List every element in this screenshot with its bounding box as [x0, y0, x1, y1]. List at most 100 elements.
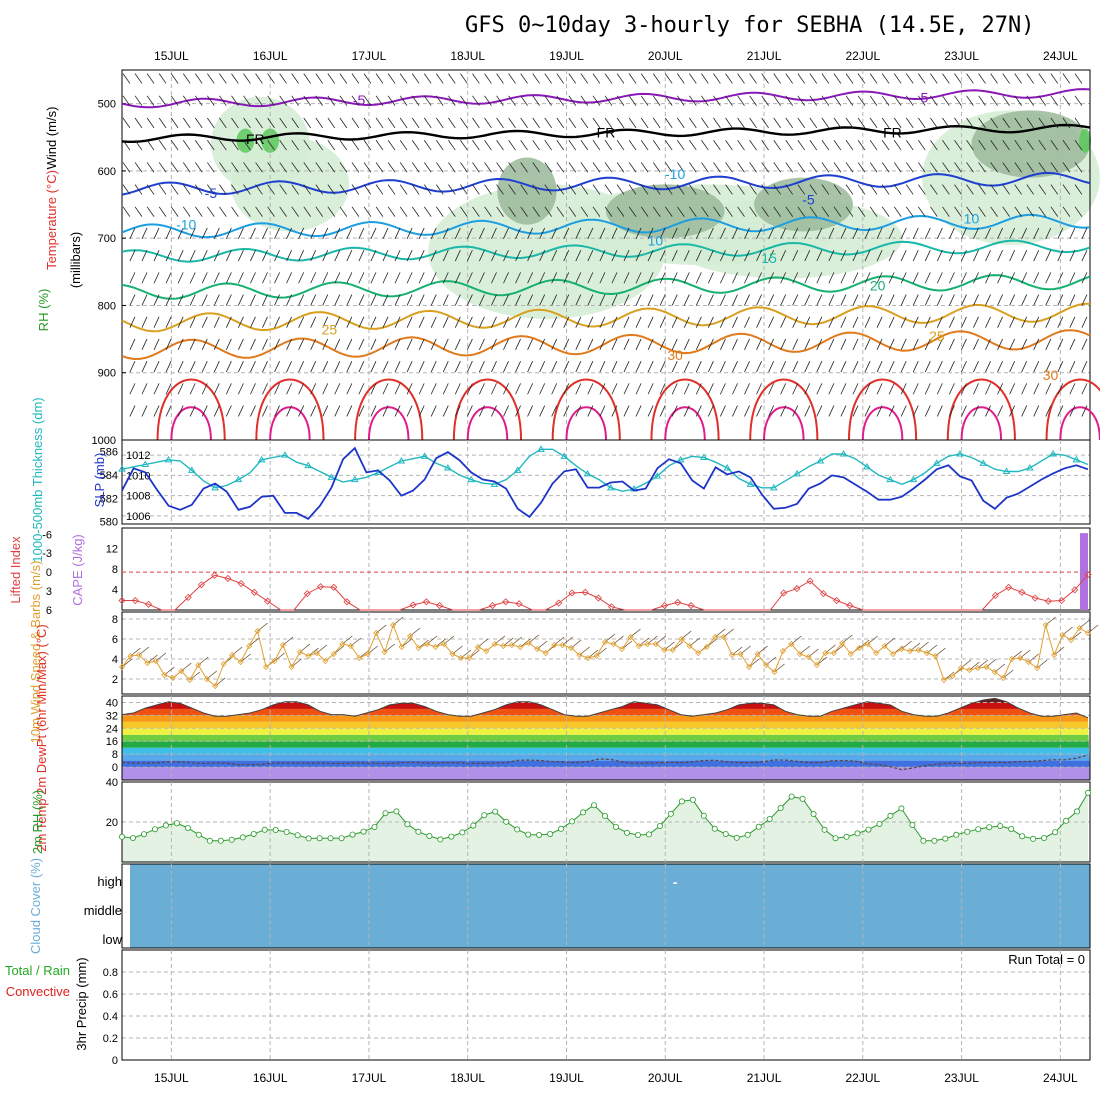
wind10m-point [322, 657, 329, 665]
wind10m-point [313, 649, 320, 657]
wind-barb [129, 250, 136, 262]
wind-barb [406, 405, 413, 417]
wind-barb [978, 95, 986, 106]
wind-barb [990, 206, 998, 217]
cape-bar [1080, 533, 1088, 610]
wind10m-point [584, 654, 592, 662]
wind-barb [864, 405, 871, 417]
wind-barb [484, 184, 492, 195]
li-point [833, 596, 841, 605]
bottom-date-label: 15JUL [154, 1071, 189, 1085]
wind-barb [640, 117, 649, 129]
wind-barb [527, 405, 534, 417]
wind-barb [881, 162, 890, 173]
li-cape-frame [121, 527, 1091, 611]
rh2m-point [437, 836, 444, 843]
li-point [343, 598, 351, 606]
wind10m-point [762, 661, 770, 669]
top-date-label: 20JUL [648, 49, 683, 63]
wind-barb [604, 73, 613, 84]
wind-barb [508, 95, 516, 106]
wind10m-point [559, 641, 566, 649]
wind-barb [189, 361, 196, 373]
wind-barb [551, 361, 558, 373]
wind-barb [472, 206, 480, 217]
wind-barb [1014, 95, 1022, 106]
wind-barb [985, 338, 991, 351]
wind-barb [423, 95, 432, 106]
wind-barb [1057, 250, 1064, 262]
wind-barb [780, 338, 787, 351]
rh2m-point [393, 808, 400, 815]
wind-barb [599, 338, 606, 351]
wind-barb [635, 250, 642, 262]
wind-barb [936, 338, 943, 351]
temp-band [122, 728, 1090, 735]
wind-barb [170, 73, 179, 84]
wind10m-point [593, 652, 600, 660]
wind-barb [683, 405, 690, 417]
wind-barb [286, 361, 292, 373]
wind-barb [707, 338, 714, 351]
wind-barb [978, 162, 986, 173]
wind-barb [1057, 361, 1064, 373]
wind-barb [303, 73, 311, 84]
wind10m-point [220, 660, 227, 668]
wind-barb [430, 338, 437, 351]
wind-barb [539, 250, 546, 262]
wind-barb [720, 272, 726, 284]
li-point [303, 590, 311, 598]
wind-barb [515, 361, 521, 373]
wind-barb [912, 383, 919, 395]
isotherm-loop [1045, 378, 1100, 441]
rh-tick-label: 20 [106, 817, 118, 829]
wind-barb [623, 227, 630, 240]
wind-barb [237, 227, 244, 240]
wind-barb [616, 184, 625, 195]
wind-barb [243, 184, 251, 195]
wind-barb [207, 73, 215, 84]
contour-label: -5 [802, 192, 815, 208]
wind-barb [351, 117, 360, 129]
wind-barb [310, 272, 317, 284]
wind-barb [1057, 227, 1064, 240]
temp-band [122, 708, 1090, 716]
wind-barb [491, 250, 497, 262]
wind-barb [255, 117, 263, 129]
contour-label: FR [883, 124, 902, 140]
wind-barb [749, 139, 757, 151]
wind10m-point [737, 650, 744, 658]
wind-barb [689, 206, 697, 217]
wind-barb [809, 184, 818, 195]
rh2m-point [832, 835, 839, 842]
wind-barb [652, 184, 661, 195]
wind-barb [985, 405, 991, 417]
contour-label: FR [597, 124, 616, 140]
wind-barb [436, 206, 444, 217]
wind-barb [575, 383, 582, 395]
wind-barb [153, 294, 160, 306]
wind-barb [761, 139, 769, 151]
wind-barb [237, 405, 244, 417]
wind-barb [677, 73, 685, 84]
wind10m-point [152, 657, 159, 665]
rh2m-point [1052, 829, 1059, 836]
wind-barb [905, 162, 914, 173]
wind-barb [575, 338, 582, 351]
wind-barb [833, 73, 842, 84]
rh2m-point [634, 832, 641, 839]
wind-barb [250, 250, 256, 262]
wind-barb [1081, 250, 1088, 262]
thickness-point [1049, 450, 1057, 457]
wind-barb [291, 139, 299, 151]
wind-barb [153, 272, 160, 284]
wind-barb [370, 383, 377, 395]
rh2m-point [140, 831, 147, 838]
cloud-frame [121, 863, 1091, 949]
wind-barb [1002, 95, 1010, 106]
wind-barb [250, 294, 256, 306]
wind-barb [869, 139, 878, 151]
wind-barb [869, 117, 878, 129]
wind-barb [1057, 405, 1064, 417]
wind-barb [1050, 139, 1059, 151]
